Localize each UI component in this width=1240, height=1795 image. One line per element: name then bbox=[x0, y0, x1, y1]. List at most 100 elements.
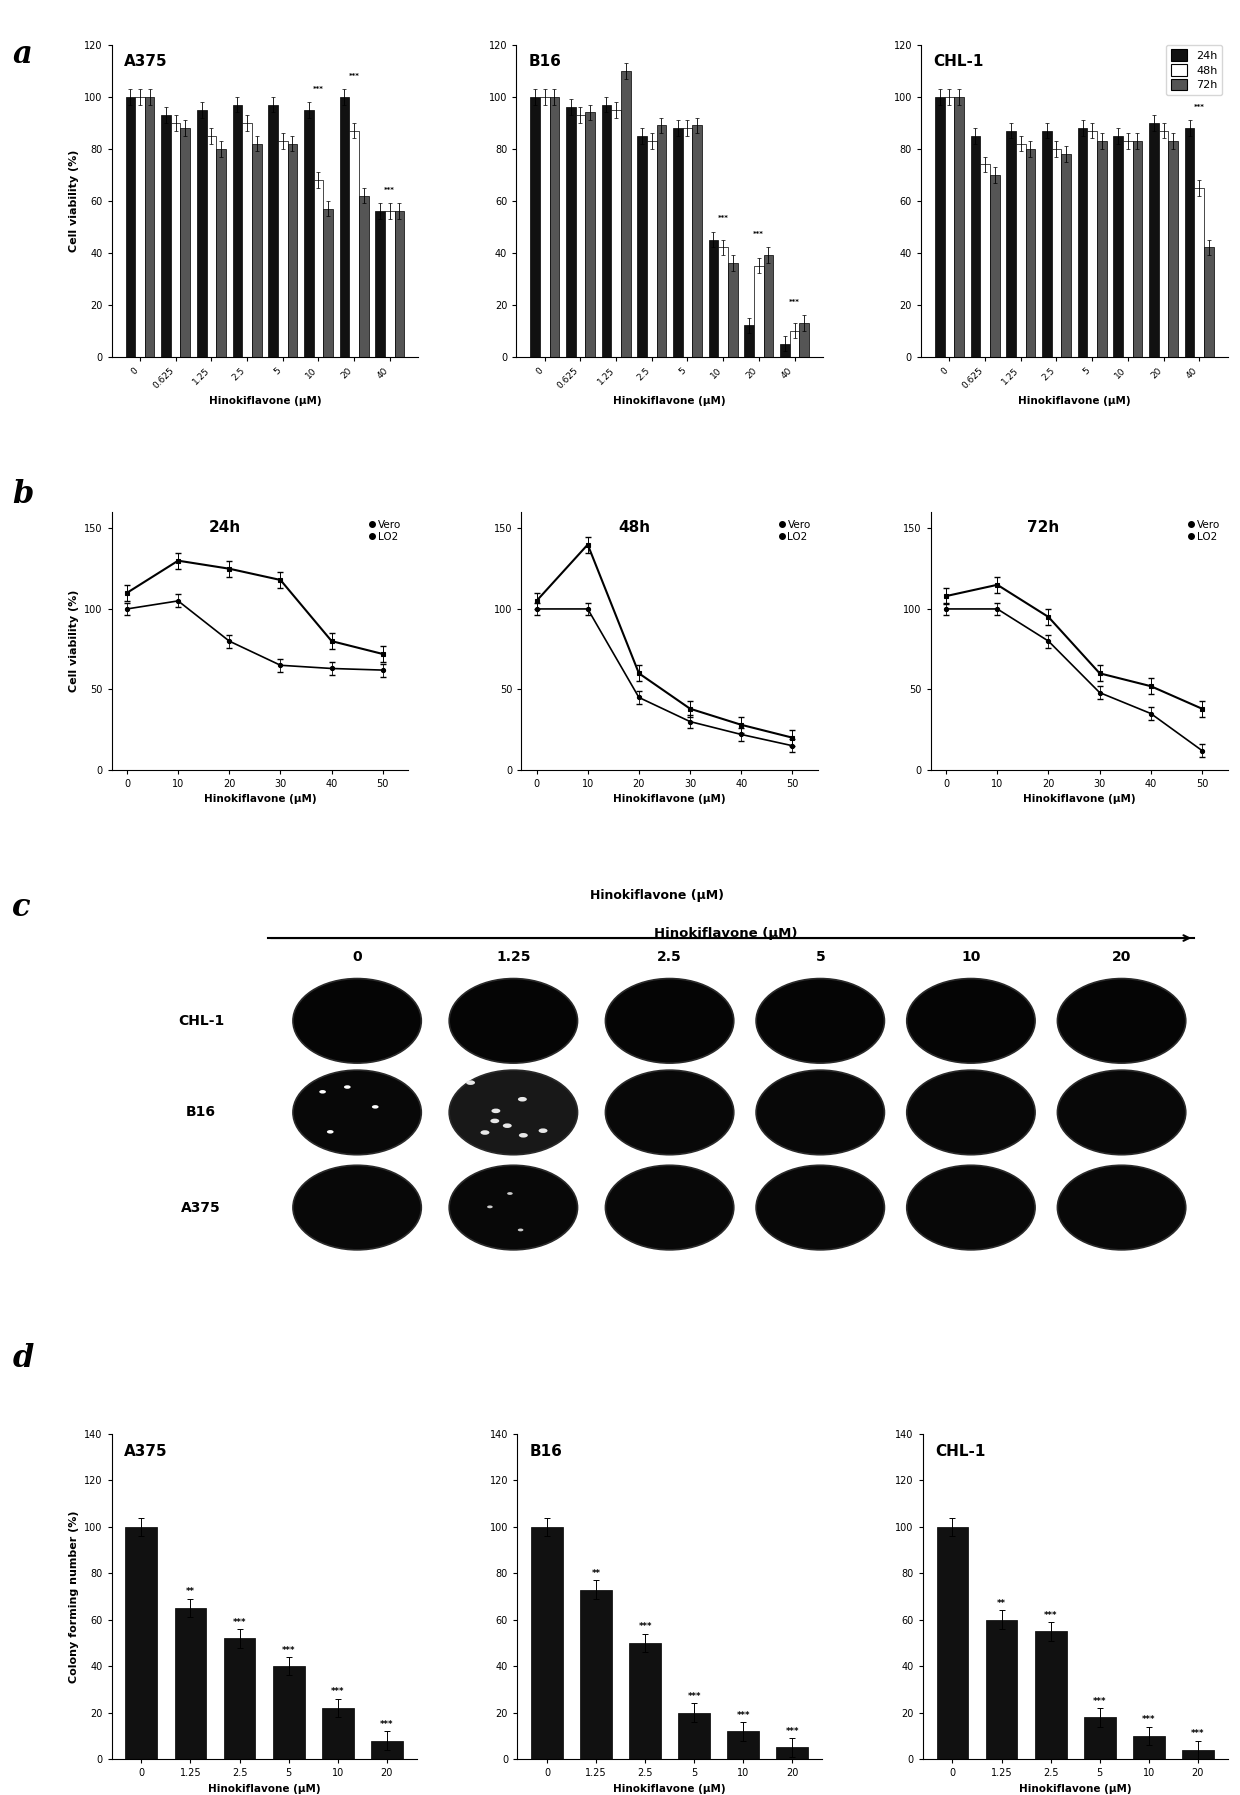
Bar bbox=[1184, 127, 1194, 357]
Bar bbox=[1158, 131, 1168, 357]
Bar bbox=[754, 266, 764, 357]
Bar bbox=[744, 325, 754, 357]
Bar bbox=[629, 1642, 661, 1759]
Bar bbox=[1025, 149, 1035, 357]
Ellipse shape bbox=[1058, 978, 1185, 1063]
X-axis label: Hinokiflavone (μM): Hinokiflavone (μM) bbox=[208, 1784, 320, 1793]
Text: 24h: 24h bbox=[208, 521, 241, 535]
Bar bbox=[223, 1639, 255, 1759]
Bar bbox=[531, 1528, 563, 1759]
Text: b: b bbox=[12, 479, 33, 510]
Bar bbox=[1078, 127, 1087, 357]
Ellipse shape bbox=[906, 1165, 1035, 1249]
Text: Hinokiflavone (μM): Hinokiflavone (μM) bbox=[590, 889, 724, 901]
Text: A375: A375 bbox=[181, 1201, 221, 1215]
Text: **: ** bbox=[997, 1599, 1006, 1608]
Text: 5: 5 bbox=[816, 950, 825, 964]
Text: CHL-1: CHL-1 bbox=[934, 54, 983, 70]
Text: ***: *** bbox=[1092, 1696, 1106, 1705]
Y-axis label: Cell viability (%): Cell viability (%) bbox=[68, 591, 78, 693]
Y-axis label: Colony forming number (%): Colony forming number (%) bbox=[68, 1510, 78, 1682]
Bar bbox=[683, 127, 692, 357]
Bar bbox=[776, 1748, 808, 1759]
Bar bbox=[288, 144, 298, 357]
Bar bbox=[135, 97, 145, 357]
Bar bbox=[207, 136, 216, 357]
Bar bbox=[637, 136, 647, 357]
Text: B16: B16 bbox=[528, 54, 562, 70]
Text: **: ** bbox=[186, 1587, 195, 1596]
Text: ***: *** bbox=[312, 86, 324, 92]
Text: 48h: 48h bbox=[618, 521, 650, 535]
Text: ***: *** bbox=[639, 1623, 652, 1632]
Ellipse shape bbox=[518, 1133, 528, 1138]
Bar bbox=[673, 127, 683, 357]
X-axis label: Hinokiflavone (μM): Hinokiflavone (μM) bbox=[208, 395, 321, 406]
Bar bbox=[1007, 131, 1016, 357]
Bar bbox=[175, 1608, 206, 1759]
Bar bbox=[780, 343, 790, 357]
Bar bbox=[585, 113, 595, 357]
Text: 10: 10 bbox=[961, 950, 981, 964]
Text: CHL-1: CHL-1 bbox=[935, 1443, 986, 1459]
Bar bbox=[1194, 188, 1204, 357]
Ellipse shape bbox=[1058, 1165, 1185, 1249]
Text: ***: *** bbox=[281, 1646, 295, 1655]
Ellipse shape bbox=[503, 1124, 512, 1127]
Bar bbox=[1097, 142, 1106, 357]
Bar bbox=[384, 212, 394, 357]
Bar bbox=[1016, 144, 1025, 357]
Ellipse shape bbox=[449, 978, 578, 1063]
Bar bbox=[1123, 142, 1132, 357]
Bar bbox=[125, 1528, 157, 1759]
Bar bbox=[709, 241, 718, 357]
Bar bbox=[1087, 131, 1097, 357]
X-axis label: Hinokiflavone (μM): Hinokiflavone (μM) bbox=[1023, 795, 1136, 804]
Legend: Vero, LO2: Vero, LO2 bbox=[367, 517, 403, 544]
Text: A375: A375 bbox=[124, 54, 167, 70]
Bar bbox=[1061, 154, 1071, 357]
Bar bbox=[268, 104, 278, 357]
Bar bbox=[936, 1528, 968, 1759]
Bar bbox=[935, 97, 945, 357]
Bar bbox=[216, 149, 226, 357]
Text: 20: 20 bbox=[1112, 950, 1131, 964]
Bar bbox=[1182, 1750, 1214, 1759]
Text: ***: *** bbox=[1044, 1610, 1058, 1619]
Ellipse shape bbox=[518, 1228, 523, 1231]
Bar bbox=[611, 109, 621, 357]
Bar bbox=[727, 1730, 759, 1759]
Bar bbox=[1084, 1718, 1116, 1759]
Ellipse shape bbox=[906, 1070, 1035, 1154]
Text: CHL-1: CHL-1 bbox=[177, 1014, 224, 1029]
Bar bbox=[1132, 142, 1142, 357]
Ellipse shape bbox=[491, 1109, 501, 1113]
Bar bbox=[358, 196, 368, 357]
Bar bbox=[678, 1712, 711, 1759]
Bar bbox=[371, 1741, 403, 1759]
Ellipse shape bbox=[518, 1097, 527, 1102]
Ellipse shape bbox=[756, 978, 884, 1063]
Bar bbox=[728, 264, 738, 357]
Ellipse shape bbox=[605, 1165, 734, 1249]
Ellipse shape bbox=[480, 1131, 490, 1134]
Ellipse shape bbox=[605, 978, 734, 1063]
Bar bbox=[376, 212, 384, 357]
Bar bbox=[171, 122, 181, 357]
Bar bbox=[197, 109, 207, 357]
Text: ***: *** bbox=[687, 1693, 701, 1702]
Bar bbox=[986, 1619, 1018, 1759]
Ellipse shape bbox=[293, 1070, 422, 1154]
Ellipse shape bbox=[343, 1086, 351, 1090]
X-axis label: Hinokiflavone (μM): Hinokiflavone (μM) bbox=[1019, 1784, 1131, 1793]
Text: a: a bbox=[12, 39, 32, 70]
Ellipse shape bbox=[756, 1070, 884, 1154]
Text: B16: B16 bbox=[186, 1106, 216, 1120]
Ellipse shape bbox=[605, 1070, 734, 1154]
Bar bbox=[656, 126, 666, 357]
Bar bbox=[1149, 122, 1158, 357]
Bar bbox=[692, 126, 702, 357]
Text: 1.25: 1.25 bbox=[496, 950, 531, 964]
Bar bbox=[565, 108, 575, 357]
Ellipse shape bbox=[507, 1192, 512, 1195]
